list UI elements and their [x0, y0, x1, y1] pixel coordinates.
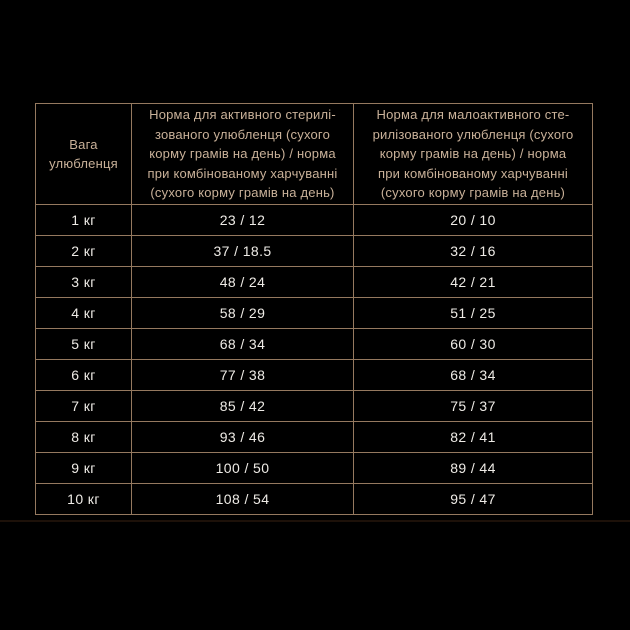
low-activity-norm-cell: 68 / 34 [353, 359, 593, 391]
active-norm-cell: 68 / 34 [131, 328, 354, 360]
low-activity-norm-cell: 95 / 47 [353, 483, 593, 515]
active-norm-cell: 93 / 46 [131, 421, 354, 453]
low-activity-norm-cell: 42 / 21 [353, 266, 593, 298]
low-activity-norm-cell: 32 / 16 [353, 235, 593, 267]
table-row: 10 кг 108 / 54 95 / 47 [35, 483, 593, 515]
active-norm-cell: 108 / 54 [131, 483, 354, 515]
low-activity-norm-cell: 20 / 10 [353, 204, 593, 236]
active-norm-cell: 100 / 50 [131, 452, 354, 484]
low-activity-norm-cell: 60 / 30 [353, 328, 593, 360]
low-activity-norm-cell: 51 / 25 [353, 297, 593, 329]
weight-cell: 4 кг [35, 297, 132, 329]
active-norm-cell: 48 / 24 [131, 266, 354, 298]
table-row: 5 кг 68 / 34 60 / 30 [35, 328, 593, 360]
table-row: 8 кг 93 / 46 82 / 41 [35, 421, 593, 453]
weight-cell: 2 кг [35, 235, 132, 267]
weight-cell: 10 кг [35, 483, 132, 515]
weight-cell: 9 кг [35, 452, 132, 484]
header-low-activity-norm: Норма для малоактивного сте- рилізованог… [353, 103, 593, 205]
table-row: 2 кг 37 / 18.5 32 / 16 [35, 235, 593, 267]
table-row: 4 кг 58 / 29 51 / 25 [35, 297, 593, 329]
active-norm-cell: 58 / 29 [131, 297, 354, 329]
active-norm-cell: 77 / 38 [131, 359, 354, 391]
low-activity-norm-cell: 82 / 41 [353, 421, 593, 453]
low-activity-norm-cell: 75 / 37 [353, 390, 593, 422]
weight-cell: 8 кг [35, 421, 132, 453]
low-activity-norm-cell: 89 / 44 [353, 452, 593, 484]
weight-cell: 3 кг [35, 266, 132, 298]
feeding-norms-table: Вага улюбленця Норма для активного стери… [35, 103, 593, 515]
background-faint-line [0, 520, 630, 522]
active-norm-cell: 23 / 12 [131, 204, 354, 236]
weight-cell: 6 кг [35, 359, 132, 391]
table-row: 7 кг 85 / 42 75 / 37 [35, 390, 593, 422]
table-row: 9 кг 100 / 50 89 / 44 [35, 452, 593, 484]
table-row: 6 кг 77 / 38 68 / 34 [35, 359, 593, 391]
weight-cell: 1 кг [35, 204, 132, 236]
header-row: Вага улюбленця Норма для активного стери… [35, 103, 593, 205]
table-row: 1 кг 23 / 12 20 / 10 [35, 204, 593, 236]
active-norm-cell: 85 / 42 [131, 390, 354, 422]
header-active-norm: Норма для активного стерилі- зованого ул… [131, 103, 354, 205]
weight-cell: 7 кг [35, 390, 132, 422]
header-weight: Вага улюбленця [35, 103, 132, 205]
weight-cell: 5 кг [35, 328, 132, 360]
table-row: 3 кг 48 / 24 42 / 21 [35, 266, 593, 298]
active-norm-cell: 37 / 18.5 [131, 235, 354, 267]
